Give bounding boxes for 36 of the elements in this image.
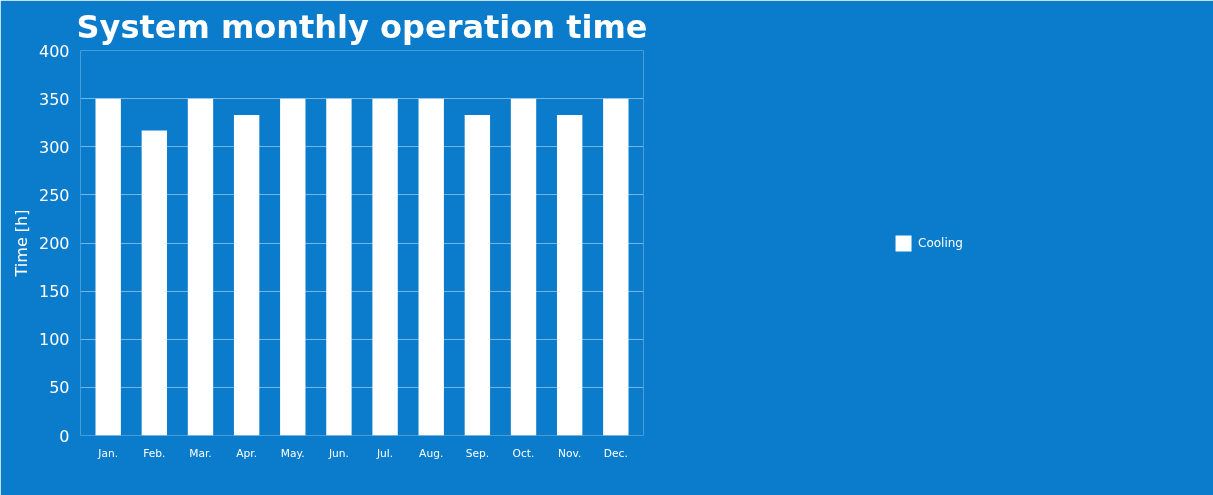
bar [603,98,629,436]
bar [95,98,121,436]
y-tick-label: 150 [38,282,70,302]
y-tick-label: 100 [38,330,70,350]
bar [510,98,537,436]
bar [233,114,260,436]
x-tick-label: Nov. [557,446,582,460]
bar [326,98,352,436]
bar [141,130,168,436]
x-tick-label: Mar. [189,446,212,460]
bar [464,114,491,436]
x-tick-label: Jul. [375,446,394,460]
bar [372,98,398,436]
chart-title: System monthly operation time [76,7,648,46]
y-tick-label: 250 [38,185,70,205]
y-tick-label: 200 [38,234,70,253]
y-axis-title: Time [h] [11,209,31,278]
x-tick-label: Apr. [236,446,258,460]
x-tick-label: Jun. [327,446,349,460]
x-tick-label: May. [280,446,305,460]
x-tick-label: Sep. [465,446,490,460]
x-tick-label: Oct. [512,446,535,460]
y-tick-label: 300 [38,137,70,157]
x-tick-label: Dec. [603,446,628,460]
y-tick-label: 400 [38,41,70,61]
x-tick-label: Aug. [419,446,444,460]
bar [418,98,444,436]
bar [187,98,214,436]
bar [556,114,583,436]
x-tick-label: Jan. [97,446,119,460]
bar [280,98,306,436]
y-tick-label: 0 [59,426,70,446]
y-tick-label: 50 [49,378,70,398]
x-tick-label: Feb. [143,446,166,460]
legend-label: Cooling [918,235,963,250]
y-tick-label: 350 [38,89,70,109]
